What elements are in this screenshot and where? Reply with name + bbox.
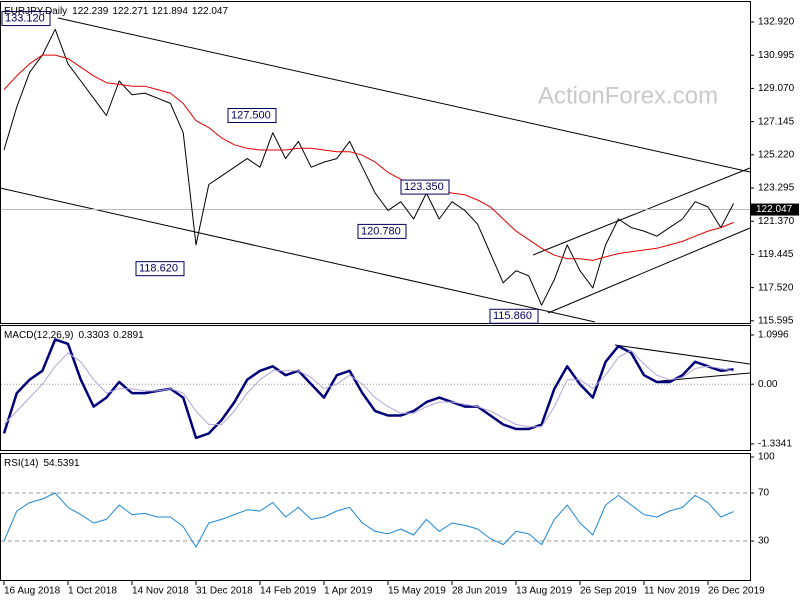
x-tick-label: 31 Dec 2018 — [196, 586, 253, 597]
y-tick-label: 100 — [758, 452, 775, 463]
y-tick-label: 1.0996 — [758, 330, 789, 341]
y-tick-label: 129.070 — [758, 83, 795, 94]
trend-lines — [0, 17, 751, 382]
price-panel — [0, 1, 751, 324]
annotation-box — [135, 261, 185, 277]
y-tick-label: 121.370 — [758, 216, 795, 227]
reading: 122.239 — [72, 6, 109, 17]
x-tick-label: 1 Oct 2018 — [68, 586, 117, 597]
last-price-box — [751, 203, 799, 216]
x-tick-label: 14 Feb 2019 — [260, 586, 317, 597]
series-line — [3, 28, 735, 306]
y-tick-label: 132.920 — [758, 17, 795, 28]
y-tick-label: 115.595 — [758, 315, 794, 326]
rsi-panel — [0, 453, 751, 581]
trend-line — [57, 17, 751, 173]
reading: 0.2891 — [113, 330, 144, 341]
annotation-label: 115.860 — [493, 310, 532, 322]
trend-line — [547, 227, 751, 314]
series-line — [3, 492, 734, 548]
y-tick-label: 130.995 — [758, 50, 795, 61]
reading: 0.3303 — [78, 330, 109, 341]
reading: 121.894 — [152, 6, 189, 17]
y-tick-label: 117.520 — [758, 282, 794, 293]
annotation-label: 123.350 — [404, 181, 444, 193]
reading: 122.047 — [192, 6, 229, 17]
annotation-label: 120.780 — [361, 225, 401, 237]
series-line — [3, 350, 734, 428]
last-price-label: 122.047 — [756, 204, 793, 215]
y-tick-label: 123.295 — [758, 183, 795, 194]
macd-panel — [0, 325, 751, 451]
y-tick-label: 0.00 — [758, 379, 778, 390]
x-tick-label: 26 Sep 2019 — [580, 586, 637, 597]
x-tick-label: 16 Aug 2018 — [4, 586, 61, 597]
x-tick-label: 11 Nov 2019 — [644, 586, 700, 597]
annotation-label: 133.120 — [5, 12, 45, 24]
series-line — [2, 338, 734, 440]
x-tick-label: 26 Dec 2019 — [708, 586, 765, 597]
trend-line — [0, 187, 596, 323]
x-tick-label: 13 Aug 2019 — [516, 586, 573, 597]
annotation-box — [227, 107, 277, 123]
y-tick-label: -1.3341 — [758, 439, 792, 450]
annotation-box — [1, 11, 51, 27]
trend-line — [614, 344, 751, 365]
watermark: ActionForex.com — [538, 82, 718, 109]
x-tick-label: 28 Jun 2019 — [452, 586, 507, 597]
series-line — [3, 54, 734, 261]
y-tick-label: 119.445 — [758, 249, 794, 260]
x-tick-label: 15 May 2019 — [388, 586, 446, 597]
x-tick-label: 14 Nov 2018 — [132, 586, 189, 597]
annotation-label: 127.500 — [231, 109, 271, 121]
trend-line — [532, 167, 751, 256]
reading: 122.271 — [112, 6, 149, 17]
annotation-box — [489, 308, 539, 324]
panel-title: RSI(14) — [4, 458, 38, 469]
y-tick-label: 70 — [758, 488, 770, 499]
panel-title: MACD(12,26,9) — [4, 330, 73, 341]
annotation-box — [400, 179, 450, 195]
panel-header: RSI(14) 54.5391 — [4, 458, 80, 469]
x-tick-label: 1 Apr 2019 — [324, 586, 373, 597]
y-tick-label: 127.145 — [758, 116, 795, 127]
panel-header: EURJPY,Daily 122.239 122.271 121.894 122.047 — [4, 6, 228, 17]
panel-header: MACD(12,26,9) 0.3303 0.2891 — [4, 330, 144, 341]
annotation-box — [357, 223, 407, 239]
reading: 54.5391 — [43, 458, 80, 469]
panel-title: EURJPY,Daily — [4, 6, 67, 17]
y-tick-label: 125.220 — [758, 149, 795, 160]
annotation-label: 118.620 — [139, 263, 178, 275]
y-tick-label: 30 — [758, 536, 770, 547]
